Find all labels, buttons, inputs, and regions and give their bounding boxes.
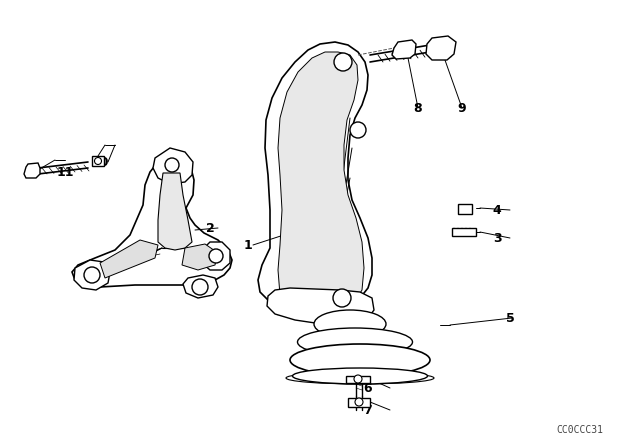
Polygon shape xyxy=(100,240,158,278)
Circle shape xyxy=(333,289,351,307)
Ellipse shape xyxy=(290,344,430,376)
Text: 3: 3 xyxy=(493,232,501,245)
Polygon shape xyxy=(183,275,218,298)
Text: 10: 10 xyxy=(92,155,109,168)
Text: 7: 7 xyxy=(364,404,372,417)
Polygon shape xyxy=(392,40,416,59)
Ellipse shape xyxy=(314,310,386,338)
Polygon shape xyxy=(72,158,232,287)
Polygon shape xyxy=(267,288,374,324)
Polygon shape xyxy=(426,36,456,60)
Polygon shape xyxy=(458,204,472,214)
Circle shape xyxy=(165,158,179,172)
Text: 4: 4 xyxy=(493,203,501,216)
Text: 8: 8 xyxy=(413,102,422,115)
Ellipse shape xyxy=(286,372,434,384)
Polygon shape xyxy=(452,228,476,236)
Circle shape xyxy=(350,122,366,138)
Circle shape xyxy=(84,267,100,283)
Polygon shape xyxy=(158,173,192,250)
Polygon shape xyxy=(24,163,40,178)
Text: CC0CCC31: CC0CCC31 xyxy=(557,425,604,435)
Circle shape xyxy=(355,398,363,406)
Polygon shape xyxy=(202,242,230,270)
Circle shape xyxy=(192,279,208,295)
Polygon shape xyxy=(278,52,364,305)
Text: 2: 2 xyxy=(205,221,214,234)
Polygon shape xyxy=(182,244,218,270)
Polygon shape xyxy=(74,260,110,290)
Circle shape xyxy=(95,158,102,164)
Polygon shape xyxy=(153,148,193,184)
Polygon shape xyxy=(348,398,370,407)
Text: 1: 1 xyxy=(244,238,252,251)
Polygon shape xyxy=(92,156,104,166)
Ellipse shape xyxy=(298,328,413,356)
Text: 6: 6 xyxy=(364,382,372,395)
Polygon shape xyxy=(346,376,370,383)
Text: 11: 11 xyxy=(56,165,74,178)
Polygon shape xyxy=(258,42,372,308)
Ellipse shape xyxy=(292,368,428,384)
Text: 5: 5 xyxy=(506,311,515,324)
Circle shape xyxy=(334,53,352,71)
Text: 9: 9 xyxy=(458,102,467,115)
Circle shape xyxy=(209,249,223,263)
Circle shape xyxy=(354,375,362,383)
